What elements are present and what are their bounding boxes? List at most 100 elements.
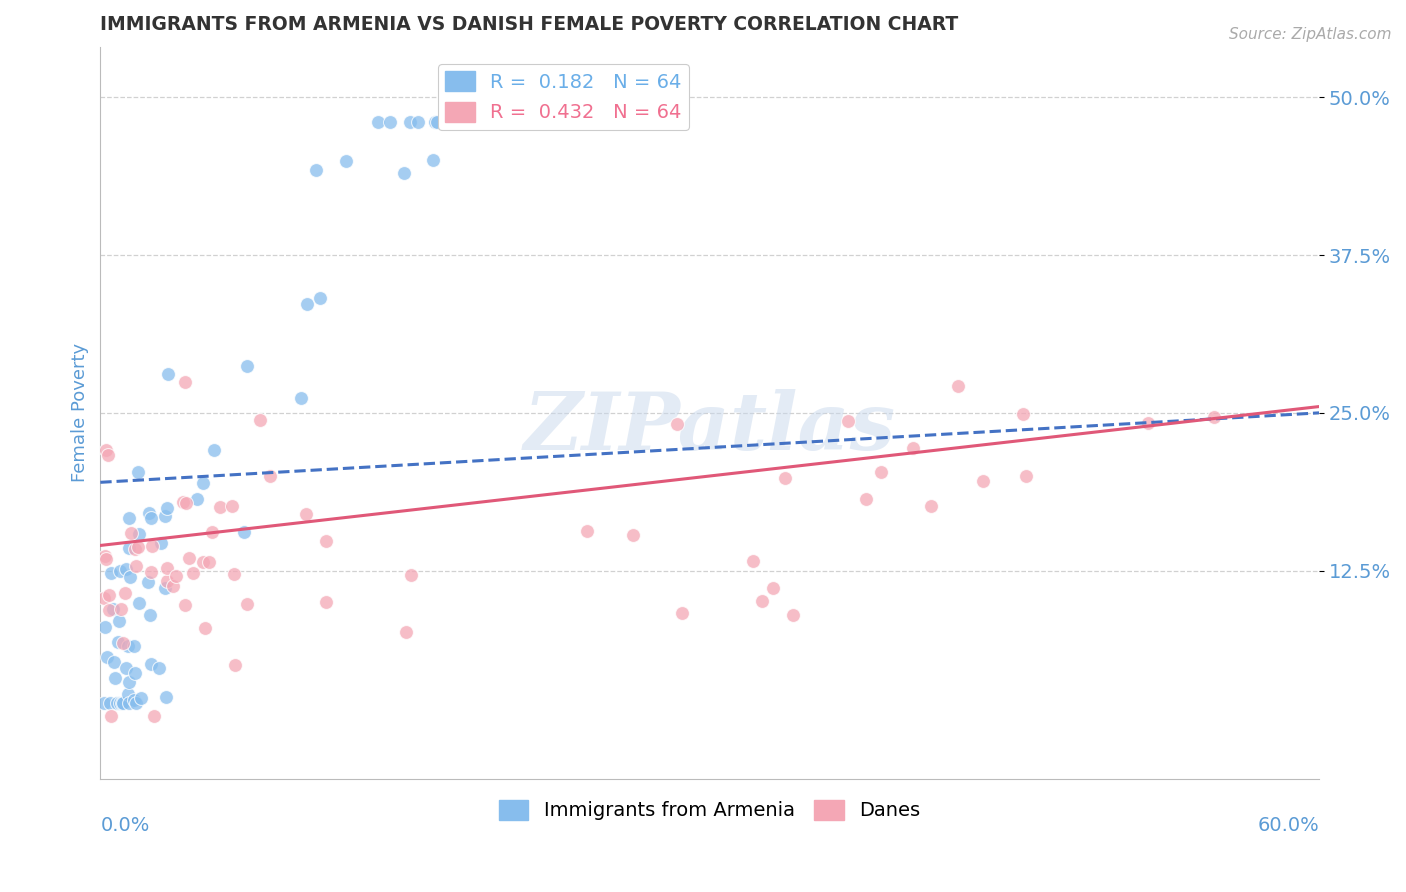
Point (115, 661, 138, 675)
Point (742, 554, 765, 568)
Point (118, 569, 141, 583)
Point (96, 650, 118, 665)
Text: 60.0%: 60.0% (1257, 815, 1319, 835)
Point (378, 115, 401, 129)
Point (149, 536, 172, 550)
Point (155, 508, 177, 523)
Point (869, 465, 891, 479)
Point (221, 499, 243, 513)
Point (920, 499, 942, 513)
Point (259, 469, 281, 483)
Point (110, 601, 132, 615)
Point (156, 574, 179, 588)
Point (94, 552, 117, 566)
Point (111, 636, 134, 650)
Point (367, 115, 389, 129)
Point (100, 709, 122, 723)
Point (186, 492, 208, 507)
Point (309, 291, 332, 305)
Point (1011, 407, 1033, 421)
Point (136, 575, 159, 590)
Point (399, 568, 422, 582)
Point (141, 565, 163, 579)
Point (156, 561, 179, 575)
Point (222, 566, 245, 581)
Text: IMMIGRANTS FROM ARMENIA VS DANISH FEMALE POVERTY CORRELATION CHART: IMMIGRANTS FROM ARMENIA VS DANISH FEMALE… (100, 15, 959, 34)
Point (122, 640, 145, 654)
Point (837, 414, 859, 428)
Point (94, 620, 117, 634)
Point (191, 555, 214, 569)
Point (191, 475, 214, 490)
Point (100, 566, 122, 580)
Point (773, 471, 796, 485)
Point (304, 163, 326, 178)
Point (108, 614, 131, 628)
Point (422, 153, 444, 167)
Point (194, 621, 217, 635)
Point (94, 549, 117, 563)
Point (232, 524, 254, 539)
Y-axis label: Female Poverty: Female Poverty (72, 343, 89, 483)
Point (972, 474, 994, 488)
Point (426, 115, 449, 129)
Legend: R =  0.182   N = 64, R =  0.432   N = 64: R = 0.182 N = 64, R = 0.432 N = 64 (437, 63, 689, 130)
Point (335, 153, 357, 168)
Point (107, 696, 129, 710)
Point (295, 297, 318, 311)
Point (157, 367, 180, 381)
Point (118, 674, 141, 689)
Point (399, 115, 422, 129)
Point (494, 115, 516, 129)
Point (782, 607, 804, 622)
Point (120, 525, 142, 540)
Text: 0.0%: 0.0% (100, 815, 149, 835)
Point (198, 555, 221, 569)
Point (122, 692, 145, 706)
Point (295, 507, 318, 521)
Point (128, 527, 150, 541)
Point (224, 657, 246, 672)
Point (141, 657, 163, 671)
Point (855, 491, 877, 506)
Point (103, 655, 125, 669)
Point (98, 696, 121, 710)
Point (104, 672, 127, 686)
Point (172, 495, 194, 509)
Point (181, 566, 204, 581)
Point (93, 591, 115, 606)
Point (93, 696, 115, 710)
Point (114, 561, 136, 575)
Point (117, 687, 139, 701)
Point (141, 539, 163, 553)
Point (666, 417, 689, 432)
Point (148, 661, 170, 675)
Point (117, 639, 139, 653)
Point (96, 448, 118, 462)
Point (117, 696, 139, 710)
Point (423, 115, 446, 129)
Point (290, 391, 312, 405)
Point (575, 524, 598, 538)
Point (165, 569, 187, 583)
Point (394, 166, 416, 180)
Point (948, 379, 970, 393)
Point (177, 550, 200, 565)
Point (108, 696, 131, 710)
Point (125, 558, 148, 573)
Point (162, 579, 184, 593)
Point (97, 588, 120, 602)
Point (174, 495, 197, 509)
Point (236, 597, 259, 611)
Point (762, 582, 785, 596)
Point (124, 665, 146, 680)
Point (395, 625, 418, 640)
Point (107, 635, 129, 649)
Point (174, 599, 197, 613)
Point (156, 501, 179, 516)
Point (1137, 416, 1160, 430)
Point (125, 696, 148, 710)
Point (174, 375, 197, 389)
Point (208, 500, 231, 515)
Text: Source: ZipAtlas.com: Source: ZipAtlas.com (1229, 27, 1392, 42)
